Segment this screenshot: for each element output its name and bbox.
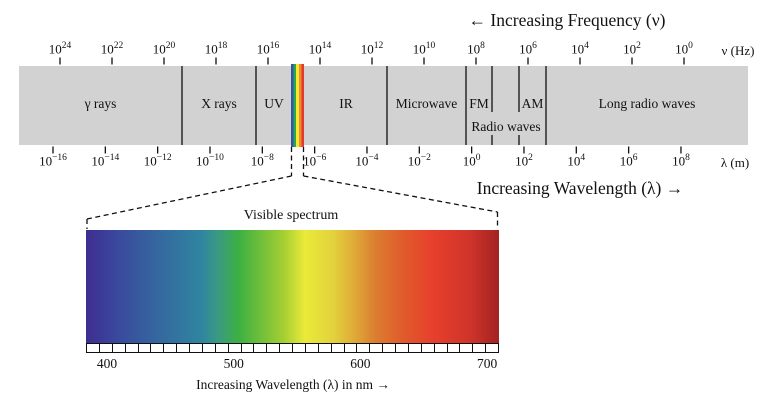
ruler-cell bbox=[100, 344, 113, 352]
increasing-wavelength-title: Increasing Wavelength (λ) → bbox=[476, 178, 684, 198]
region-label-microwave: Microwave bbox=[395, 96, 458, 111]
freq-tick-label: 1012 bbox=[360, 41, 384, 57]
nm-ruler bbox=[86, 343, 499, 353]
freq-tick-label: 104 bbox=[571, 41, 589, 57]
wavelength-tick-label: 10−12 bbox=[143, 153, 172, 169]
ruler-cell bbox=[113, 344, 126, 352]
freq-tick-label: 100 bbox=[675, 41, 693, 57]
nm-tick-label: 600 bbox=[350, 356, 371, 371]
wavelength-tick-label: 104 bbox=[567, 153, 586, 169]
region-label-x-rays: X rays bbox=[201, 96, 237, 111]
ruler-cell bbox=[345, 344, 358, 352]
wavelength-tick-label: 10−16 bbox=[39, 153, 67, 169]
ruler-cell bbox=[229, 344, 242, 352]
visible-light-strip bbox=[291, 64, 304, 147]
ruler-cell bbox=[357, 344, 371, 352]
visible-spectrum-gradient-bar bbox=[86, 230, 499, 343]
ruler-cell bbox=[151, 344, 165, 352]
ruler-cell bbox=[293, 344, 306, 352]
ruler-cell bbox=[139, 344, 152, 352]
ruler-cell bbox=[267, 344, 281, 352]
region-label-am: AM bbox=[521, 96, 544, 111]
freq-tick-label: 102 bbox=[623, 41, 641, 57]
ruler-cell bbox=[448, 344, 461, 352]
freq-tick-label: 1014 bbox=[308, 41, 332, 57]
wavelength-tick-label: 10−4 bbox=[355, 153, 379, 169]
ruler-cell bbox=[332, 344, 345, 352]
freq-tick-label: 1016 bbox=[256, 41, 280, 57]
projection-line-right bbox=[303, 175, 498, 213]
radio-waves-label: Radio waves bbox=[471, 119, 541, 134]
ruler-cell bbox=[177, 344, 190, 352]
ruler-cell bbox=[254, 344, 268, 352]
wavelength-tick-label: 10−6 bbox=[303, 153, 327, 169]
freq-tick-label: 1010 bbox=[412, 41, 436, 57]
wavelength-tick-label: 10−10 bbox=[196, 153, 224, 169]
visible-spectrum-title: Visible spectrum bbox=[243, 208, 339, 223]
wavelength-tick-label: 10−2 bbox=[407, 153, 431, 169]
ruler-cell bbox=[87, 344, 100, 352]
ruler-cell bbox=[306, 344, 319, 352]
region-label-ir: IR bbox=[339, 96, 353, 111]
freq-tick-label: 1020 bbox=[152, 41, 176, 57]
nm-tick-label: 700 bbox=[476, 356, 498, 371]
ruler-cell bbox=[473, 344, 487, 352]
ruler-cell bbox=[370, 344, 384, 352]
region-label-uv: UV bbox=[264, 96, 284, 111]
ruler-cell bbox=[190, 344, 203, 352]
ruler-cell bbox=[319, 344, 332, 352]
region-label-long-radio-waves: Long radio waves bbox=[598, 96, 696, 111]
ruler-cell bbox=[396, 344, 409, 352]
ruler-cell bbox=[486, 344, 498, 352]
ruler-cell bbox=[216, 344, 229, 352]
nm-tick-label: 400 bbox=[96, 356, 118, 371]
wavelength-tick-label: 10−14 bbox=[91, 153, 120, 169]
wavelength-tick-label: 108 bbox=[672, 153, 690, 169]
ruler-cell bbox=[242, 344, 255, 352]
ruler-cell bbox=[422, 344, 435, 352]
ruler-cell bbox=[164, 344, 178, 352]
freq-tick-label: 1022 bbox=[100, 41, 124, 57]
ruler-cell bbox=[435, 344, 448, 352]
nm-scale-title: Increasing Wavelength (λ) in nm → bbox=[196, 377, 390, 392]
freq-tick-label: 106 bbox=[519, 41, 537, 57]
ruler-cell bbox=[383, 344, 396, 352]
freq-tick-label: 108 bbox=[467, 41, 485, 57]
ruler-cell bbox=[203, 344, 216, 352]
region-label-fm: FM bbox=[469, 96, 489, 111]
wavelength-tick-label: 100 bbox=[462, 153, 481, 169]
wavelength-tick-label: 106 bbox=[619, 153, 638, 169]
ruler-cell bbox=[126, 344, 139, 352]
increasing-frequency-title: ← Increasing Frequency (ν) bbox=[468, 10, 666, 30]
wavelength-tick-label: 102 bbox=[515, 153, 533, 169]
ruler-cell bbox=[460, 344, 474, 352]
freq-tick-label: 1018 bbox=[204, 41, 228, 57]
freq-tick-label: 1024 bbox=[48, 41, 72, 57]
frequency-unit-label: ν (Hz) bbox=[721, 43, 755, 58]
region-label--rays: γ rays bbox=[84, 96, 117, 111]
wavelength-unit-label: λ (m) bbox=[720, 155, 750, 170]
wavelength-tick-label: 10−8 bbox=[250, 153, 274, 169]
em-band bbox=[19, 66, 748, 145]
ruler-cell bbox=[409, 344, 422, 352]
ruler-cell bbox=[280, 344, 293, 352]
nm-tick-label: 500 bbox=[223, 356, 244, 371]
